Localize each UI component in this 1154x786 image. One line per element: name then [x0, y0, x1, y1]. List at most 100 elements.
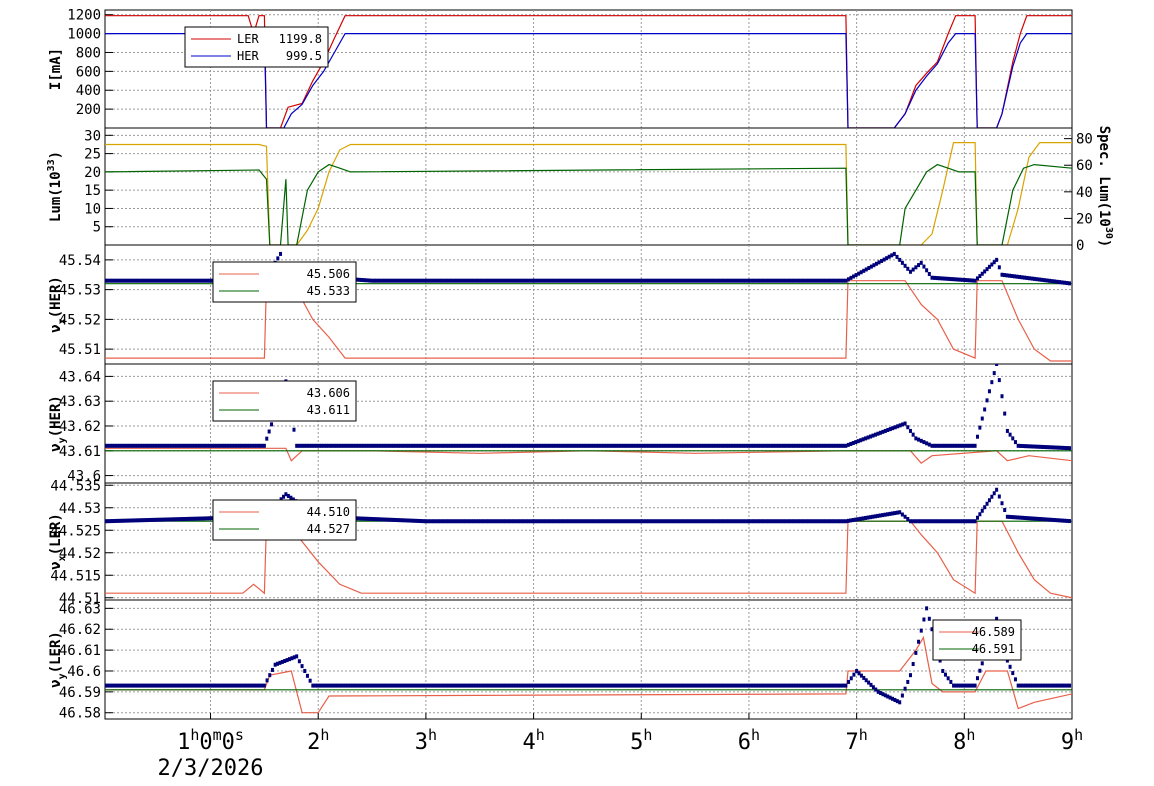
nuy_ler-point: [376, 683, 380, 688]
nuy_ler-point: [647, 683, 651, 688]
nux_her-point: [410, 278, 414, 283]
nuy_her-point: [682, 443, 686, 448]
nuy_her-point: [569, 443, 573, 448]
nux_her-point: [759, 278, 763, 283]
nuy_ler-point: [594, 683, 598, 688]
nuy_her-point: [198, 443, 202, 448]
nux_her-point: [447, 278, 451, 283]
nux_her-point: [539, 278, 543, 283]
nux_ler-legend-value: 44.510: [307, 505, 350, 519]
nuy_her-point: [953, 443, 957, 448]
date-label: 2/3/2026: [158, 756, 264, 781]
nuy_her-point: [317, 443, 321, 448]
nux_her-point: [587, 278, 591, 283]
nux_ler-point: [1068, 519, 1072, 524]
nuy_ler-point: [707, 683, 711, 688]
nux_her-point: [903, 263, 907, 268]
nuy_ler-point: [456, 683, 460, 688]
nuy_ler-point: [318, 683, 322, 688]
nuy_her-point: [851, 441, 855, 446]
current-series-HER: [105, 33, 1072, 128]
nux_her-point: [824, 278, 828, 283]
nuy_her-point: [426, 443, 430, 448]
nuy_her-point: [270, 422, 274, 427]
nux_her-point: [737, 278, 741, 283]
nux_ler-point: [819, 519, 823, 524]
nuy_ler-point: [381, 683, 385, 688]
nux_ler-legend-box: [212, 499, 357, 541]
nuy_ler-point: [210, 683, 214, 688]
nux_her-point: [477, 278, 481, 283]
nuy_ler-point: [431, 683, 435, 688]
nuy_ler-point: [321, 683, 325, 688]
nux_her-point: [547, 278, 551, 283]
nux_her-point: [779, 278, 783, 283]
nuy_ler-point: [193, 683, 197, 688]
nuy_her-ytick-label: 43.61: [59, 444, 101, 460]
nux_her-point: [714, 278, 718, 283]
nux_ler-point: [997, 494, 1001, 499]
nux_her-point: [509, 278, 513, 283]
nux_her-point: [997, 265, 1001, 270]
nuy_her-point: [896, 424, 900, 429]
nux_her-point: [445, 278, 449, 283]
nux_ler-point: [704, 519, 708, 524]
nuy_ler-point: [371, 683, 375, 688]
nuy_ler-point: [359, 683, 363, 688]
nux_her-point: [1048, 278, 1052, 283]
nux_ler-point: [128, 518, 132, 523]
nux_ler-point: [429, 519, 433, 524]
nux_ler-point: [689, 519, 693, 524]
nuy_her-point: [582, 443, 586, 448]
nux_ler-point: [958, 519, 962, 524]
nux_ler-point: [841, 519, 845, 524]
nuy_her-point: [379, 443, 383, 448]
nux_her-point: [168, 278, 172, 283]
nuy_her-point: [123, 443, 127, 448]
nux_ler-point: [612, 519, 616, 524]
nux_ler-point: [801, 519, 805, 524]
nuy_her-point: [876, 431, 880, 436]
nuy_her-point: [935, 443, 939, 448]
nuy_ler-point: [1021, 683, 1025, 688]
nux_her-point: [806, 278, 810, 283]
nux_her-point: [612, 278, 616, 283]
nux_her-point: [527, 278, 531, 283]
nux_ler-point: [742, 519, 746, 524]
nux_her-point: [279, 251, 283, 256]
nuy_ler-point: [1033, 683, 1037, 688]
nux_her-point: [749, 278, 753, 283]
nux_her-point: [479, 278, 483, 283]
nux_her-point: [786, 278, 790, 283]
nux_her-point: [669, 278, 673, 283]
nuy_ler-point: [632, 683, 636, 688]
current-legend-name: HER: [237, 49, 259, 63]
nux_ler-point: [519, 519, 523, 524]
nux_ler-point: [1010, 515, 1014, 520]
nux_ler-point: [175, 517, 179, 522]
nuy_ler-point: [772, 683, 776, 688]
nuy_ler-point: [384, 683, 388, 688]
nuy_her-point: [893, 425, 897, 430]
nuy_her-point: [624, 443, 628, 448]
nux_her-point: [1038, 277, 1042, 282]
nuy_ler-point: [476, 683, 480, 688]
nuy_ler-point: [847, 679, 851, 684]
nuy_ler-point: [125, 683, 129, 688]
nuy_her-point: [302, 443, 306, 448]
nuy_her-point: [883, 428, 887, 433]
nux_ler-point: [602, 519, 606, 524]
nux_her-point: [973, 278, 977, 283]
nux_her-point: [564, 278, 568, 283]
nuy_ler-point: [200, 683, 204, 688]
nuy_her-point: [499, 443, 503, 448]
nuy_ler-point: [148, 683, 152, 688]
nuy_her-point: [684, 443, 688, 448]
nuy_ler-point: [679, 683, 683, 688]
nuy_ler-point: [1016, 683, 1020, 688]
nuy_her-point: [387, 443, 391, 448]
nuy_her-point: [839, 443, 843, 448]
nux_ler-point: [898, 510, 902, 515]
nux_her-point: [739, 278, 743, 283]
nuy_her-point: [362, 443, 366, 448]
